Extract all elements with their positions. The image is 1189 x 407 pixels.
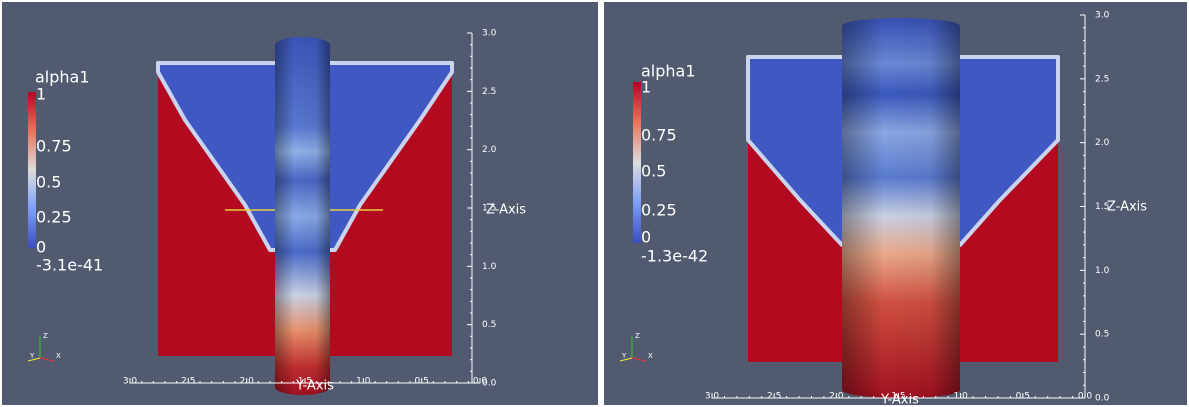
colorbar bbox=[28, 92, 36, 248]
z-tick-label: 2.0 bbox=[1095, 138, 1110, 148]
orient-y bbox=[27, 357, 41, 362]
y-tick-label: 2.5 bbox=[767, 392, 781, 402]
y-tick-label: 1.5 bbox=[891, 392, 905, 402]
y-tick-label: 3.0 bbox=[123, 377, 138, 387]
z-axis-title: Z-Axis bbox=[1107, 200, 1147, 215]
cylinder-shade bbox=[275, 37, 330, 395]
colorbar-label: 0 bbox=[641, 228, 651, 247]
orient-x bbox=[39, 357, 55, 362]
colorbar-label: 1 bbox=[641, 78, 651, 97]
z-tick-label: 2.5 bbox=[1095, 74, 1109, 84]
z-tick-label: 0.0 bbox=[482, 379, 497, 389]
y-tick-label: 2.0 bbox=[829, 392, 844, 402]
z-tick-label: 0.5 bbox=[482, 320, 496, 330]
y-axis-title: Y-Axis bbox=[880, 393, 919, 407]
colorbar-label: 0.5 bbox=[36, 173, 61, 192]
y-tick-label: 2.5 bbox=[181, 377, 195, 387]
y-axis-title: Y-Axis bbox=[295, 379, 334, 394]
colorbar-title: alpha1 bbox=[35, 68, 90, 87]
colorbar bbox=[633, 82, 641, 243]
z-tick-label: 0.5 bbox=[1095, 330, 1109, 340]
orient-label: X bbox=[56, 352, 61, 360]
colorbar-title: alpha1 bbox=[641, 62, 696, 81]
orient-label: Y bbox=[29, 352, 35, 360]
z-tick-label: 2.5 bbox=[482, 87, 496, 97]
z-tick-label: 1.5 bbox=[1095, 202, 1109, 212]
colorbar-label: 0.25 bbox=[36, 208, 72, 227]
y-tick-label: 0.5 bbox=[1016, 392, 1030, 402]
z-tick-label: 3.0 bbox=[482, 29, 497, 39]
z-tick-label: 1.0 bbox=[1095, 266, 1110, 276]
colorbar-label: 0.5 bbox=[641, 162, 666, 181]
orient-label: Z bbox=[43, 332, 48, 340]
z-tick-label: 1.5 bbox=[482, 204, 496, 214]
z-axis-title: Z-Axis bbox=[486, 203, 526, 218]
z-tick-label: 3.0 bbox=[1095, 11, 1110, 21]
orient-y bbox=[619, 357, 633, 362]
orient-label: X bbox=[648, 352, 653, 360]
y-tick-label: 1.5 bbox=[298, 377, 312, 387]
cylinder-shade bbox=[842, 18, 960, 398]
colorbar-label: 0.25 bbox=[641, 201, 677, 220]
y-tick-label: 0.0 bbox=[473, 377, 488, 387]
y-tick-label: 0.0 bbox=[1078, 392, 1093, 402]
colorbar-label: -3.1e-41 bbox=[36, 256, 103, 275]
z-tick-label: 1.0 bbox=[482, 262, 497, 272]
y-tick-label: 0.5 bbox=[415, 377, 429, 387]
colorbar-label: 0.75 bbox=[641, 126, 677, 145]
orient-label: Z bbox=[635, 332, 640, 340]
colorbar-label: 0.75 bbox=[36, 137, 72, 156]
orient-x bbox=[631, 357, 647, 362]
y-tick-label: 2.0 bbox=[240, 377, 255, 387]
colorbar-label: 1 bbox=[36, 85, 46, 104]
z-tick-label: 0.0 bbox=[1095, 394, 1110, 404]
colorbar-label: -1.3e-42 bbox=[641, 247, 708, 266]
y-tick-label: 1.0 bbox=[356, 377, 371, 387]
orient-label: Y bbox=[621, 352, 627, 360]
y-tick-label: 1.0 bbox=[954, 392, 969, 402]
y-tick-label: 3.0 bbox=[705, 392, 720, 402]
colorbar-label: 0 bbox=[36, 238, 46, 257]
z-tick-label: 2.0 bbox=[482, 145, 497, 155]
